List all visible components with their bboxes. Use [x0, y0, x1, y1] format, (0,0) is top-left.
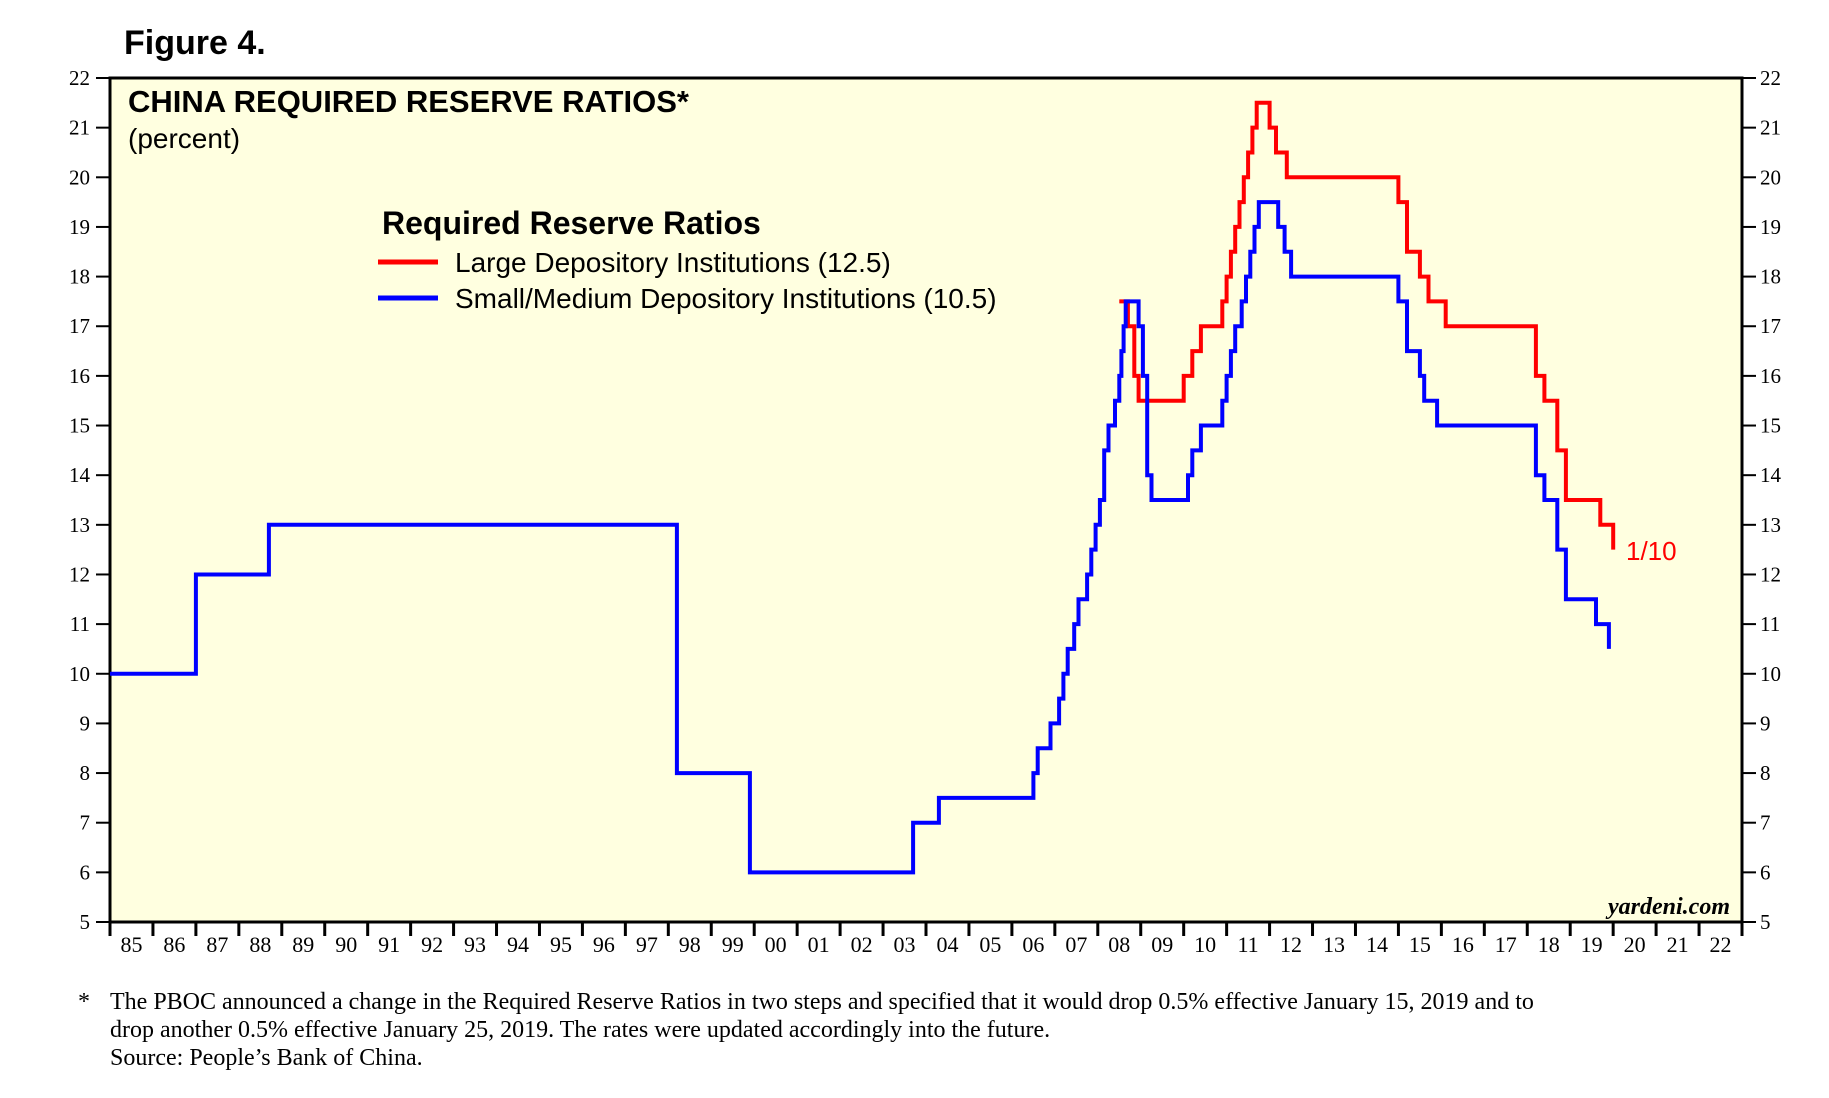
x-tick-label: 05 — [979, 932, 1001, 957]
x-tick-label: 89 — [292, 932, 314, 957]
x-tick-label: 91 — [378, 932, 400, 957]
x-tick-label: 96 — [593, 932, 615, 957]
y-axis-right: 5 6 7 8 9 10 11 12 13 14 15 16 17 18 19 20 21 22 — [1742, 66, 1782, 934]
legend-label-small-medium: Small/Medium Depository Institutions (10… — [455, 283, 997, 314]
x-tick-label: 12 — [1280, 932, 1302, 957]
x-tick-label: 86 — [163, 932, 185, 957]
y-tick-label-left: 5 — [80, 910, 91, 934]
y-tick-label-left: 6 — [80, 860, 91, 884]
series-layer — [110, 100, 1616, 875]
y-tick-label-left: 18 — [69, 265, 90, 289]
y-tick-label-left: 13 — [69, 513, 90, 537]
chart-subtitle: (percent) — [128, 123, 240, 154]
y-tick-label-right: 7 — [1760, 811, 1771, 835]
x-tick-label: 15 — [1409, 932, 1431, 957]
x-tick-label: 06 — [1022, 932, 1044, 957]
y-tick-label-right: 12 — [1760, 562, 1781, 586]
y-tick-label-right: 22 — [1760, 66, 1781, 90]
y-tick-label-left: 19 — [69, 215, 90, 239]
plot-area — [108, 76, 1744, 924]
y-tick-label-right: 6 — [1760, 860, 1771, 884]
x-tick-label: 19 — [1581, 932, 1603, 957]
y-tick-label-left: 16 — [69, 364, 90, 388]
y-tick-label-right: 18 — [1760, 265, 1781, 289]
x-tick-label: 90 — [335, 932, 357, 957]
x-tick-label: 99 — [722, 932, 744, 957]
y-tick-label-right: 15 — [1760, 414, 1781, 438]
x-tick-label: 87 — [206, 932, 228, 957]
figure-label: Figure 4. — [124, 24, 266, 62]
footnote-source: Source: People’s Bank of China. — [110, 1045, 423, 1071]
y-tick-label-left: 9 — [80, 711, 91, 735]
x-tick-label: 98 — [679, 932, 701, 957]
y-tick-label-right: 16 — [1760, 364, 1781, 388]
y-tick-label-left: 10 — [69, 662, 90, 686]
legend: Required Reserve Ratios Large Depository… — [378, 205, 997, 314]
y-tick-label-left: 12 — [69, 562, 90, 586]
x-tick-label: 08 — [1108, 932, 1130, 957]
y-tick-label-left: 15 — [69, 414, 90, 438]
footnote: * The PBOC announced a change in the Req… — [75, 988, 1775, 1072]
x-tick-label: 14 — [1366, 932, 1388, 957]
y-tick-label-right: 20 — [1760, 165, 1781, 189]
x-tick-label: 00 — [765, 932, 787, 957]
y-tick-label-left: 14 — [69, 463, 91, 487]
x-tick-label: 85 — [120, 932, 142, 957]
y-axis-left: 5 6 7 8 9 10 11 12 13 14 15 16 17 18 19 20 21 22 — [69, 66, 110, 934]
x-tick-label: 03 — [894, 932, 916, 957]
x-axis: 85 86 87 88 89 90 91 92 93 94 95 96 97 98 99 00 01 02 03 04… — [108, 922, 1744, 957]
latest-date-annotation: 1/10 — [1626, 536, 1677, 566]
y-tick-label-left: 17 — [69, 314, 90, 338]
x-tick-label: 97 — [636, 932, 658, 957]
x-tick-label: 93 — [464, 932, 486, 957]
y-tick-label-right: 11 — [1760, 612, 1780, 636]
x-tick-label: 01 — [808, 932, 830, 957]
yardeni-watermark: yardeni.com — [1605, 894, 1730, 920]
y-tick-label-right: 8 — [1760, 761, 1771, 785]
y-tick-label-right: 17 — [1760, 314, 1781, 338]
x-tick-label: 18 — [1538, 932, 1560, 957]
y-tick-label-left: 11 — [70, 612, 90, 636]
x-tick-label: 92 — [421, 932, 443, 957]
series-line-small-medium — [110, 200, 1611, 875]
y-tick-label-right: 21 — [1760, 116, 1781, 140]
y-tick-label-left: 8 — [80, 761, 91, 785]
x-tick-label: 10 — [1194, 932, 1216, 957]
x-tick-label: 09 — [1151, 932, 1173, 957]
x-tick-label: 13 — [1323, 932, 1345, 957]
legend-title: Required Reserve Ratios — [382, 205, 761, 241]
chart-title: CHINA REQUIRED RESERVE RATIOS* — [128, 84, 690, 119]
x-tick-label: 20 — [1624, 932, 1646, 957]
y-tick-label-left: 21 — [69, 116, 90, 140]
footnote-line-2: drop another 0.5% effective January 25, … — [110, 1017, 1051, 1043]
y-tick-label-left: 22 — [69, 66, 90, 90]
x-tick-label: 07 — [1065, 932, 1087, 957]
y-tick-label-right: 9 — [1760, 711, 1771, 735]
legend-label-large: Large Depository Institutions (12.5) — [455, 247, 891, 278]
y-tick-label-right: 14 — [1760, 463, 1782, 487]
x-tick-label: 88 — [249, 932, 271, 957]
x-tick-label: 02 — [851, 932, 873, 957]
x-tick-label: 95 — [550, 932, 572, 957]
x-tick-label: 21 — [1667, 932, 1689, 957]
y-tick-label-right: 13 — [1760, 513, 1781, 537]
x-tick-label: 16 — [1452, 932, 1474, 957]
y-tick-label-left: 7 — [80, 811, 91, 835]
x-tick-label: 11 — [1238, 932, 1259, 957]
y-tick-label-right: 5 — [1760, 910, 1771, 934]
series-line-large — [1119, 100, 1616, 550]
footnote-marker: * — [78, 989, 90, 1015]
x-tick-label: 04 — [936, 932, 958, 957]
y-tick-label-right: 19 — [1760, 215, 1781, 239]
y-tick-label-left: 20 — [69, 165, 90, 189]
footnote-line-1: The PBOC announced a change in the Requi… — [110, 989, 1534, 1015]
x-tick-label: 94 — [507, 932, 529, 957]
x-tick-label: 22 — [1710, 932, 1732, 957]
y-tick-label-right: 10 — [1760, 662, 1781, 686]
x-tick-label: 17 — [1495, 932, 1517, 957]
